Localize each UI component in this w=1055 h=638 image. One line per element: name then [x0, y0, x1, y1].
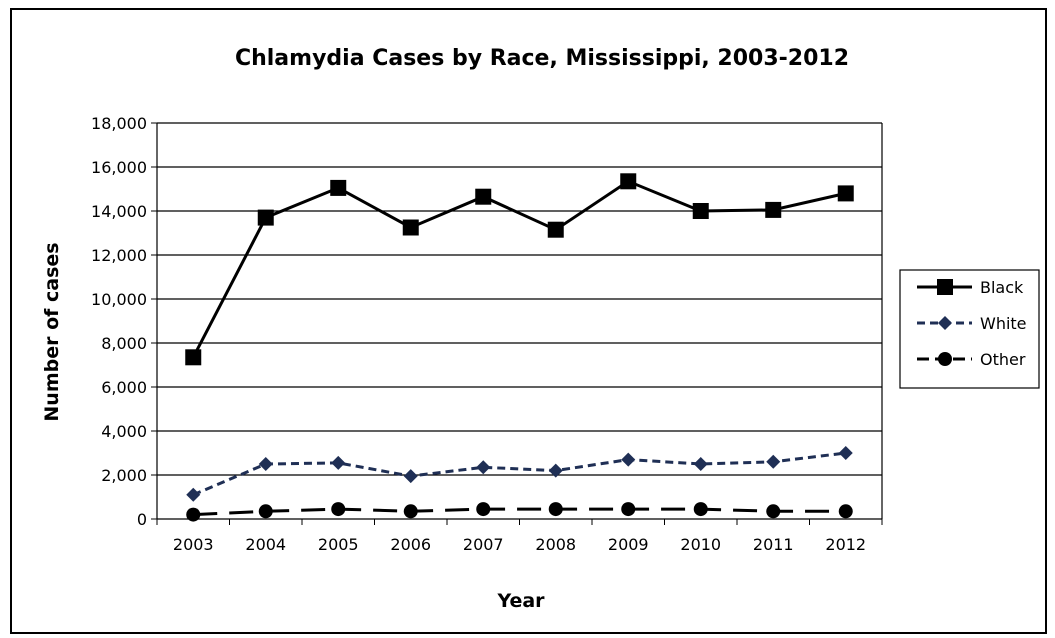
- series-line-black: [191, 179, 847, 358]
- legend-label-other: Other: [980, 350, 1026, 369]
- y-tick-label: 10,000: [91, 290, 147, 309]
- legend-label-white: White: [980, 314, 1027, 333]
- data-point-white: [476, 460, 491, 475]
- data-point-other: [331, 502, 346, 517]
- chart-title: Chlamydia Cases by Race, Mississippi, 20…: [235, 46, 849, 71]
- x-tick-label: 2007: [463, 535, 504, 554]
- y-tick-label: 0: [137, 510, 147, 529]
- y-tick-label: 12,000: [91, 246, 147, 265]
- legend-box: [899, 269, 1040, 389]
- grid-lines: [156, 122, 883, 520]
- data-point-white: [258, 457, 273, 471]
- data-point-white: [621, 452, 636, 467]
- legend-marker-white: [938, 316, 952, 330]
- y-tick-label: 6,000: [101, 378, 147, 397]
- legend-marker-other: [938, 352, 952, 366]
- chart-frame: Chlamydia Cases by Race, Mississippi, 20…: [10, 8, 1047, 634]
- legend-item-white: White: [917, 314, 1027, 333]
- data-point-white: [693, 457, 708, 471]
- data-point-black: [257, 209, 274, 226]
- legend-item-other: Other: [917, 350, 1026, 369]
- data-point-white: [331, 455, 346, 470]
- series-other: [186, 502, 853, 522]
- data-point-black: [402, 219, 419, 236]
- data-point-black: [475, 188, 492, 205]
- y-tick-label: 2,000: [101, 466, 147, 485]
- legend-label-black: Black: [980, 278, 1024, 297]
- data-point-black: [765, 201, 782, 218]
- data-point-white: [403, 469, 418, 484]
- data-point-other: [766, 504, 781, 519]
- series-group: [185, 173, 854, 522]
- y-tick-label: 8,000: [101, 334, 147, 353]
- x-tick-label: 2004: [245, 535, 286, 554]
- x-tick-label: 2003: [173, 535, 214, 554]
- data-point-black: [620, 173, 637, 190]
- x-axis-ticks: 2003 2004 2005 2006 2007 2008 2009 2010 2011 2012: [156, 519, 883, 554]
- data-point-white: [548, 463, 563, 478]
- y-tick-label: 18,000: [91, 114, 147, 133]
- data-point-other: [693, 502, 708, 517]
- y-tick-label: 16,000: [91, 158, 147, 177]
- data-point-black: [185, 349, 202, 366]
- data-point-other: [838, 504, 853, 519]
- series-black: [185, 173, 854, 366]
- legend-item-black: Black: [917, 278, 1024, 297]
- legend: Black White Other: [899, 269, 1040, 389]
- y-axis-ticks: 0 2,000 4,000 6,000 8,000 10,000 12,000 14,000 1…: [91, 114, 157, 529]
- data-point-other: [258, 504, 273, 519]
- x-tick-label: 2010: [680, 535, 721, 554]
- x-tick-label: 2006: [390, 535, 431, 554]
- x-tick-label: 2012: [825, 535, 866, 554]
- series-line-other: [193, 507, 846, 517]
- x-tick-label: 2011: [753, 535, 794, 554]
- data-point-black: [837, 185, 854, 202]
- data-point-other: [621, 502, 636, 517]
- line-chart: Chlamydia Cases by Race, Mississippi, 20…: [41, 46, 1040, 612]
- data-point-white: [838, 446, 853, 460]
- data-point-black: [692, 203, 709, 219]
- data-point-other: [476, 502, 491, 517]
- x-tick-label: 2009: [608, 535, 649, 554]
- y-axis-label: Number of cases: [41, 242, 63, 421]
- data-point-white: [766, 454, 781, 469]
- y-tick-label: 4,000: [101, 422, 147, 441]
- series-white: [186, 446, 853, 502]
- legend-marker-black: [937, 279, 953, 295]
- data-point-white: [186, 487, 201, 502]
- data-point-black: [547, 221, 564, 238]
- data-point-other: [548, 502, 563, 517]
- series-line-white: [192, 451, 846, 497]
- x-tick-label: 2008: [535, 535, 576, 554]
- data-point-other: [403, 504, 418, 519]
- x-axis-label: Year: [496, 590, 545, 612]
- data-point-black: [330, 179, 347, 196]
- data-point-other: [186, 507, 201, 522]
- x-tick-label: 2005: [318, 535, 359, 554]
- y-tick-label: 14,000: [91, 202, 147, 221]
